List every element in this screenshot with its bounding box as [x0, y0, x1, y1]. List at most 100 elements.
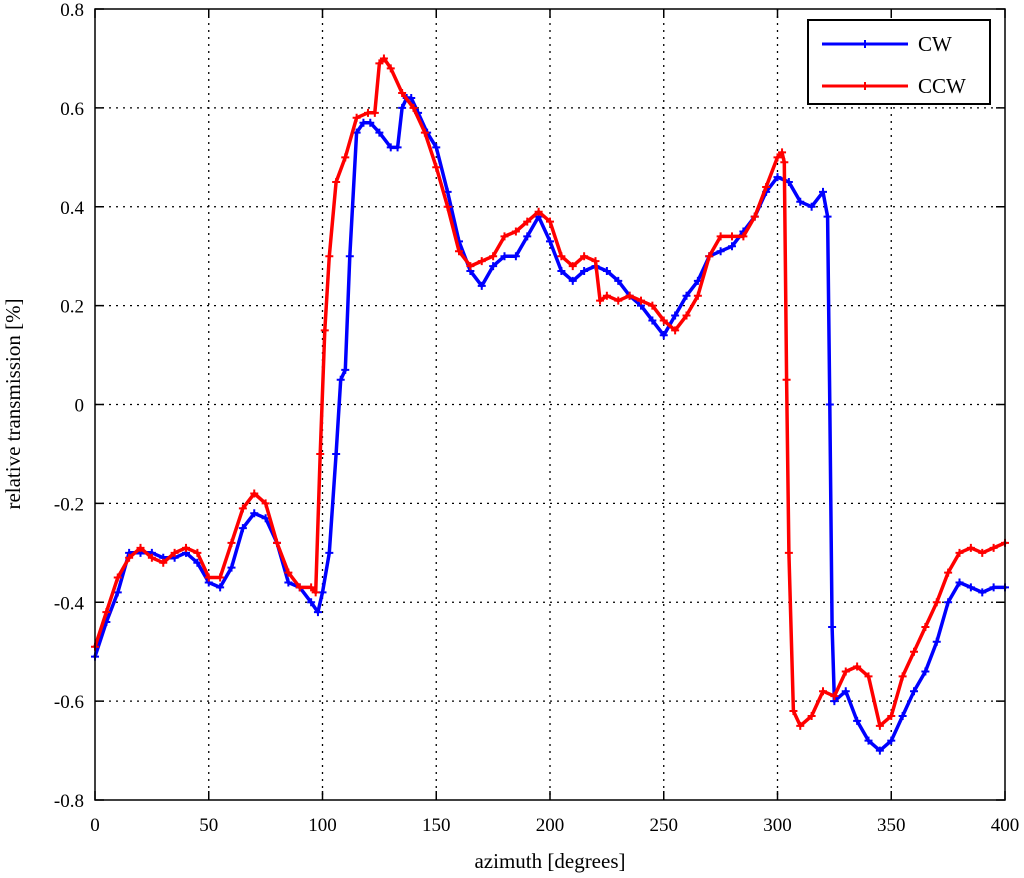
- data-point-ccw: [295, 583, 304, 592]
- data-point-cw: [648, 316, 657, 325]
- data-point-ccw: [591, 257, 600, 266]
- data-point-ccw: [409, 103, 418, 112]
- data-point-ccw: [523, 217, 532, 226]
- data-point-cw: [318, 588, 327, 597]
- x-tick-label: 100: [308, 815, 337, 836]
- data-point-ccw: [944, 568, 953, 577]
- data-point-cw: [568, 276, 577, 285]
- data-point-ccw: [332, 178, 341, 187]
- data-point-ccw: [750, 212, 759, 221]
- x-axis-title: azimuth [degrees]: [474, 849, 625, 873]
- data-point-ccw: [596, 296, 605, 305]
- legend-entry-ccw: CCW: [822, 74, 966, 98]
- data-point-cw: [375, 128, 384, 137]
- data-point-cw: [477, 281, 486, 290]
- data-point-ccw: [773, 153, 782, 162]
- data-point-ccw: [420, 128, 429, 137]
- data-point-cw: [682, 291, 691, 300]
- y-tick-label: -0.4: [54, 593, 85, 614]
- data-point-cw: [819, 187, 827, 196]
- data-point-ccw: [921, 622, 930, 631]
- data-point-ccw: [762, 182, 771, 191]
- data-point-cw: [345, 252, 354, 261]
- data-point-ccw: [125, 553, 134, 562]
- data-point-ccw: [853, 662, 862, 671]
- legend-label-ccw: CCW: [918, 74, 966, 98]
- data-point-cw: [511, 252, 520, 261]
- data-point-cw: [921, 667, 930, 676]
- data-point-ccw: [193, 548, 202, 557]
- y-axis-title: relative transmission [%]: [1, 298, 25, 509]
- data-point-ccw: [682, 311, 691, 320]
- data-point-ccw: [320, 326, 329, 335]
- data-point-cw: [828, 622, 837, 631]
- data-point-ccw: [557, 252, 566, 261]
- data-point-ccw: [500, 232, 509, 241]
- tick-marks: [94, 8, 1006, 801]
- data-point-ccw: [978, 548, 987, 557]
- data-point-ccw: [352, 113, 361, 122]
- legend-marker-ccw: [861, 82, 869, 90]
- data-point-cw: [393, 143, 402, 152]
- data-point-cw: [602, 267, 611, 276]
- data-point-cw: [966, 583, 975, 592]
- data-point-ccw: [455, 247, 463, 256]
- data-point-ccw: [898, 672, 907, 681]
- data-point-ccw: [966, 543, 975, 552]
- y-tick-label: 0.8: [60, 0, 84, 21]
- data-point-ccw: [614, 296, 623, 305]
- data-point-cw: [978, 588, 987, 597]
- data-point-cw: [332, 449, 341, 458]
- data-point-cw: [898, 711, 907, 720]
- data-point-ccw: [789, 707, 798, 716]
- data-point-cw: [193, 558, 202, 567]
- data-point-ccw: [568, 262, 577, 271]
- data-point-ccw: [841, 667, 850, 676]
- y-tick-label: 0: [75, 396, 85, 417]
- data-point-cw: [341, 365, 350, 374]
- data-point-cw: [489, 262, 498, 271]
- data-point-cw: [659, 331, 668, 340]
- data-point-ccw: [432, 163, 441, 172]
- legend-entry-cw: CW: [822, 32, 952, 56]
- data-point-ccw: [780, 158, 789, 167]
- data-point-cw: [823, 212, 832, 221]
- data-point-cw: [910, 687, 918, 696]
- data-point-cw: [807, 202, 816, 211]
- data-point-ccw: [659, 316, 668, 325]
- data-point-ccw: [443, 202, 452, 211]
- data-point-ccw: [739, 232, 748, 241]
- data-point-ccw: [261, 499, 270, 508]
- data-point-ccw: [932, 598, 941, 607]
- data-point-ccw: [113, 573, 122, 582]
- data-point-ccw: [955, 548, 964, 557]
- data-point-cw: [841, 687, 850, 696]
- data-point-ccw: [671, 326, 680, 335]
- data-point-ccw: [227, 538, 236, 547]
- data-point-ccw: [782, 375, 791, 384]
- data-point-cw: [546, 237, 554, 246]
- data-point-cw: [398, 103, 407, 112]
- data-point-ccw: [311, 588, 320, 597]
- y-tick-labels: -0.8 -0.6 -0.4 -0.2 0 0.2 0.4 0.6 0.8: [54, 0, 85, 812]
- legend-label-cw: CW: [918, 32, 952, 56]
- data-point-cw: [250, 509, 259, 518]
- data-point-cw: [557, 267, 566, 276]
- data-point-cw: [887, 736, 896, 745]
- data-point-ccw: [316, 449, 325, 458]
- data-point-cw: [875, 746, 884, 755]
- data-point-ccw: [250, 489, 259, 498]
- data-point-cw: [825, 400, 834, 409]
- series-line-cw: [93, 96, 1007, 753]
- data-point-ccw: [307, 583, 316, 592]
- data-point-ccw: [602, 291, 611, 300]
- data-point-cw: [238, 524, 247, 533]
- data-point-cw: [386, 143, 395, 152]
- data-point-ccw: [910, 647, 918, 656]
- data-point-ccw: [284, 568, 293, 577]
- data-point-cw: [955, 578, 964, 587]
- data-point-ccw: [375, 59, 384, 68]
- data-point-cw: [366, 118, 375, 127]
- data-point-ccw: [364, 108, 372, 117]
- legend-box: [807, 19, 991, 105]
